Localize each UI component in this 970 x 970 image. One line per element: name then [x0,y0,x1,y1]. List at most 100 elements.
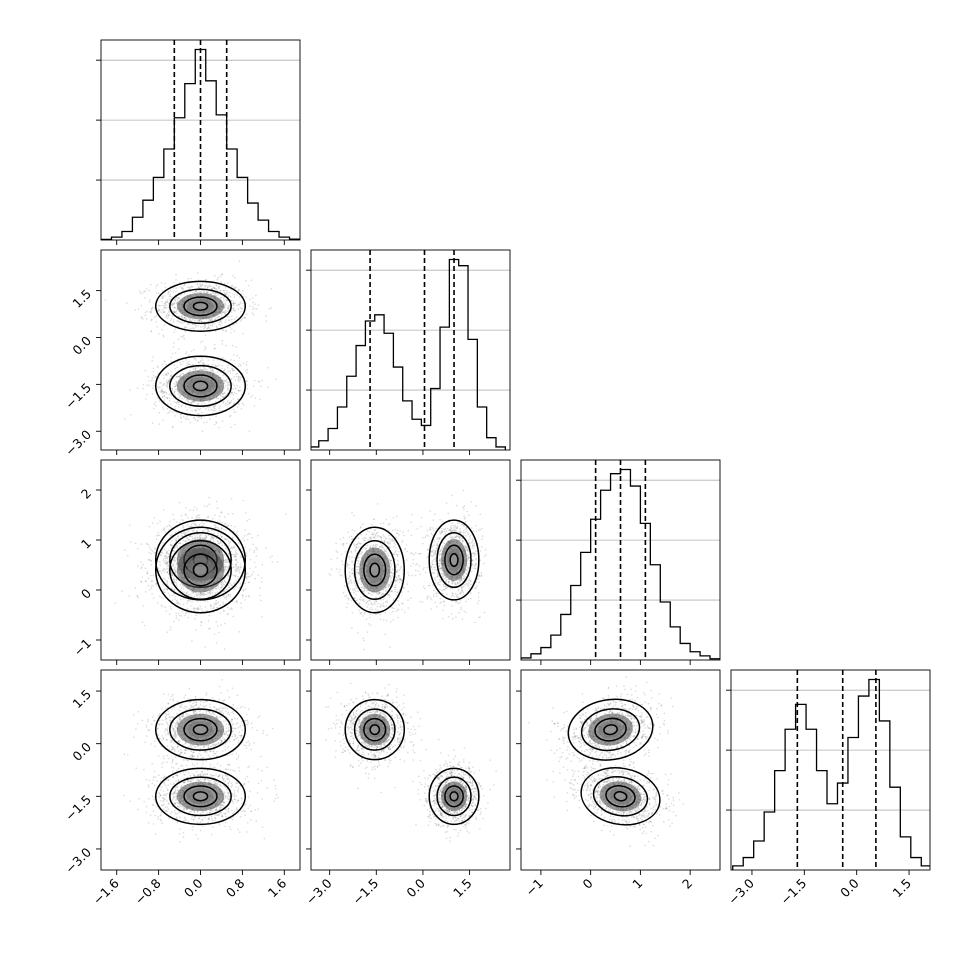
scatter-point [197,286,200,289]
scatter-point [241,376,243,379]
scatter-point [238,542,240,544]
scatter-point [166,561,168,563]
scatter-point [439,531,442,534]
scatter-point [164,557,167,560]
scatter-point [465,530,468,532]
scatter-point [259,594,262,597]
scatter-point [168,400,171,402]
scatter-point [166,567,168,570]
scatter-point [177,400,179,403]
scatter-point [148,384,150,387]
scatter-point [186,591,189,593]
scatter-point [160,311,162,313]
scatter-point [186,600,189,602]
scatter-point [165,610,168,612]
scatter-point [255,566,257,568]
scatter-point [230,377,233,380]
scatter-point [221,311,224,313]
scatter-point [441,572,443,575]
scatter-point [207,320,210,322]
scatter-point [232,369,234,371]
scatter-point [198,594,200,596]
panel-1-1 [306,249,511,455]
scatter-point [434,513,436,516]
scatter-point [166,561,169,564]
scatter-point [167,553,170,555]
scatter-point [235,387,237,390]
scatter-point [185,592,188,595]
scatter-point [235,392,238,395]
scatter-point [163,548,166,551]
scatter-point [161,390,163,392]
scatter-point [194,524,197,526]
scatter-point [231,344,234,347]
scatter-point [201,593,203,596]
scatter-point [220,624,222,626]
scatter-point [204,537,206,539]
scatter-point [200,291,203,294]
scatter-point [174,569,177,571]
scatter-point [165,379,168,382]
scatter-point [188,322,190,325]
scatter-point [420,525,422,528]
scatter-point [201,430,204,433]
scatter-point [207,326,210,329]
scatter-point [199,290,201,293]
scatter-point [159,390,162,393]
scatter-point [228,565,230,567]
scatter-point [437,536,439,539]
scatter-point [151,550,154,552]
scatter-point [224,302,226,305]
scatter-point [189,364,192,366]
scatter-point [172,549,174,552]
scatter-point [219,360,222,362]
scatter-point [242,302,244,305]
scatter-point [176,521,178,523]
scatter-point [459,578,462,580]
scatter-point [462,506,464,509]
scatter-point [248,581,251,583]
scatter-point [167,397,169,399]
scatter-point [193,523,196,525]
scatter-point [208,326,210,329]
scatter-point [431,546,434,548]
scatter-point [182,539,185,542]
scatter-point [210,324,212,327]
scatter-point [235,346,237,348]
scatter-point [180,589,182,591]
scatter-point [218,407,221,409]
scatter-point [207,363,209,366]
scatter-point [249,567,251,570]
scatter-point [459,591,462,594]
scatter-point [220,586,223,588]
scatter-point [168,380,170,383]
scatter-point [232,403,235,405]
scatter-point [246,533,249,536]
scatter-point [227,560,229,563]
scatter-point [145,542,148,545]
scatter-point [210,293,212,295]
scatter-point [242,333,244,335]
y-tick-label: 2 [78,486,94,502]
scatter-point [221,339,224,342]
scatter-point [176,599,178,602]
scatter-point [174,310,177,313]
scatter-point [442,573,445,575]
scatter-point [226,292,228,295]
scatter-point [212,406,215,409]
scatter-point [174,546,177,548]
scatter-point [238,389,241,392]
scatter-point [165,384,168,386]
scatter-point [228,304,231,307]
scatter-point [158,423,161,425]
scatter-point [202,594,205,596]
scatter-point [137,565,139,567]
scatter-point [173,550,176,552]
scatter-point [160,305,162,307]
scatter-point [245,552,248,554]
scatter-point [172,426,174,429]
scatter-point [182,372,184,375]
scatter-point [226,378,228,381]
scatter-point [178,316,181,318]
scatter-point [441,569,443,571]
